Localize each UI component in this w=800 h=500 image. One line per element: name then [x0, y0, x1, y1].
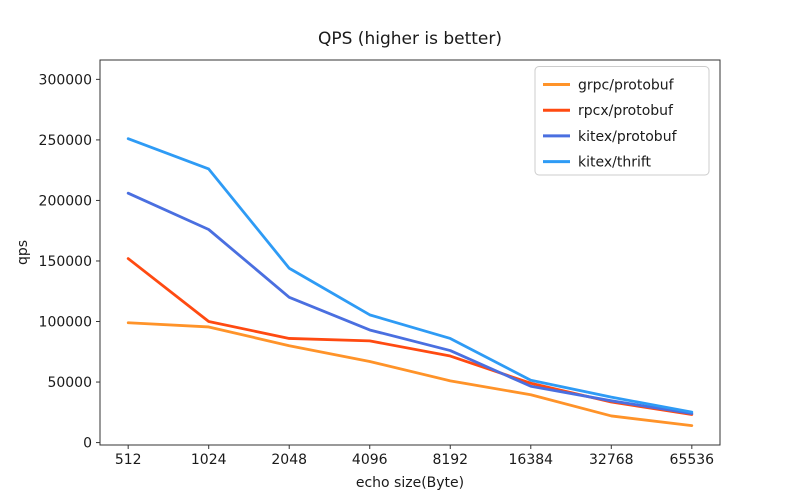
series-line-kitex-thrift [126, 137, 694, 414]
x-tick-label: 4096 [352, 452, 388, 468]
x-axis-label: echo size(Byte) [356, 475, 464, 491]
legend: grpc/protobuf rpcx/protobuf kitex/protobuf… [534, 66, 710, 176]
y-tick-label: 150000 [39, 254, 92, 270]
chart-title: QPS (higher is better) [318, 29, 502, 49]
series-lines [126, 137, 694, 428]
legend-label-rpcx-protobuf: rpcx/protobuf [578, 103, 674, 119]
legend-label-kitex-thrift: kitex/thrift [578, 155, 652, 171]
y-tick-label: 50000 [47, 375, 92, 391]
axis-ticks: 0 50000 100000 150000 200000 250000 300000 512 1… [39, 72, 715, 468]
legend-label-kitex-protobuf: kitex/protobuf [578, 129, 678, 145]
x-tick-label: 2048 [271, 452, 307, 468]
y-tick-label: 0 [83, 436, 92, 452]
plot-frame [99, 59, 721, 446]
y-tick-label: 200000 [39, 193, 92, 209]
y-axis-label: qps [15, 240, 31, 265]
legend-label-grpc-protobuf: grpc/protobuf [578, 78, 675, 94]
series-line-kitex-protobuf [126, 191, 694, 415]
x-tick-label: 1024 [191, 452, 227, 468]
x-tick-label: 65536 [670, 452, 715, 468]
y-tick-label: 250000 [39, 133, 92, 149]
x-tick-label: 512 [115, 452, 142, 468]
series-line-grpc-protobuf [126, 321, 694, 428]
x-tick-label: 16384 [509, 452, 554, 468]
y-tick-label: 300000 [39, 72, 92, 88]
x-tick-label: 32768 [589, 452, 634, 468]
x-tick-label: 8192 [432, 452, 468, 468]
legend-box [534, 66, 710, 176]
series-line-rpcx-protobuf [126, 257, 694, 416]
y-tick-label: 100000 [39, 315, 92, 331]
